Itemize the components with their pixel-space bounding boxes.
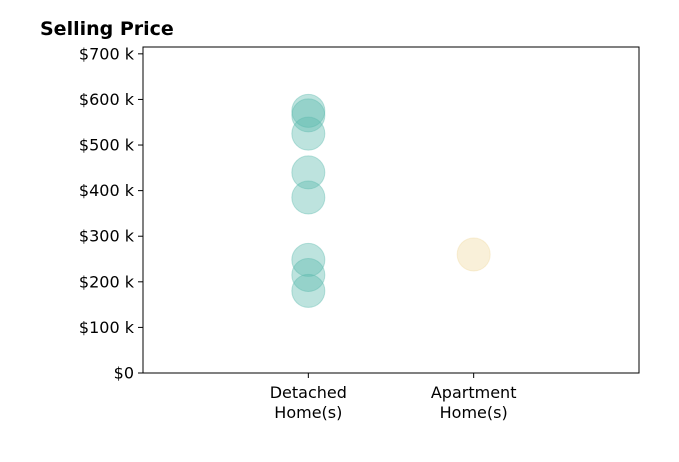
x-tick-label: Apartment Home(s): [431, 383, 517, 422]
y-tick-label: $0: [114, 364, 134, 383]
y-tick-label: $500 k: [79, 136, 135, 155]
data-point: [291, 155, 326, 190]
data-point: [291, 116, 326, 151]
data-point: [291, 98, 326, 133]
data-point: [291, 242, 326, 277]
chart-title: Selling Price: [40, 18, 174, 40]
plot-frame: [142, 46, 640, 374]
data-point: [291, 257, 326, 292]
y-tick-label: $400 k: [79, 181, 135, 200]
data-point: [291, 180, 326, 215]
y-tick-label: $100 k: [79, 318, 135, 337]
data-point: [291, 273, 326, 308]
data-point: [456, 237, 491, 272]
x-axis: Detached Home(s) Apartment Home(s): [270, 373, 517, 422]
y-axis: $0 $100 k $200 k $300 k $400 k $500 k $600 k $7…: [79, 44, 143, 383]
data-points: [291, 93, 491, 308]
y-tick-label: $700 k: [79, 44, 135, 63]
y-tick-label: $600 k: [79, 90, 135, 109]
y-tick-label: $300 k: [79, 227, 135, 246]
x-tick-label: Detached Home(s): [270, 383, 347, 422]
y-tick-label: $200 k: [79, 272, 135, 291]
data-point: [291, 93, 326, 128]
